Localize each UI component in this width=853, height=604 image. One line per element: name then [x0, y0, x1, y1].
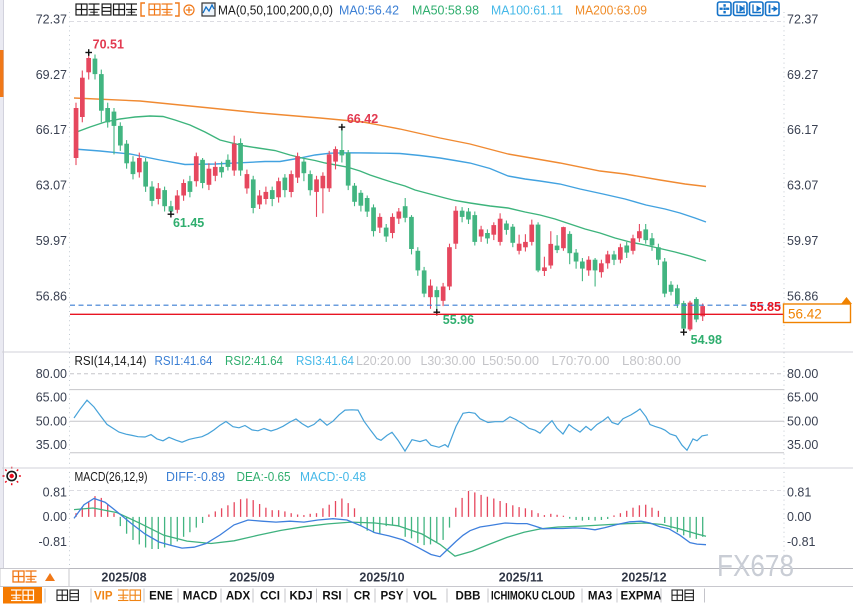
svg-text:CCI: CCI [260, 591, 280, 603]
svg-text:70.51: 70.51 [93, 38, 124, 52]
svg-text:VOL: VOL [413, 591, 437, 603]
svg-text:0.81: 0.81 [787, 485, 811, 499]
svg-text:59.97: 59.97 [36, 234, 67, 248]
svg-text:56.86: 56.86 [787, 289, 818, 303]
svg-text:56.86: 56.86 [36, 289, 67, 303]
svg-text:FX678: FX678 [717, 548, 794, 583]
svg-text:59.97: 59.97 [787, 234, 818, 248]
svg-text:35.00: 35.00 [787, 438, 818, 452]
svg-text:55.85: 55.85 [750, 300, 781, 314]
svg-text:63.07: 63.07 [787, 179, 818, 193]
svg-text:54.98: 54.98 [691, 333, 722, 347]
svg-text:EXPMA: EXPMA [621, 591, 662, 603]
svg-text:56.42: 56.42 [788, 307, 822, 322]
svg-text:L50:50.00: L50:50.00 [482, 354, 539, 368]
svg-text:VIP: VIP [94, 591, 113, 603]
svg-text:MA200:63.09: MA200:63.09 [575, 4, 647, 18]
svg-text:ENE: ENE [149, 591, 173, 603]
svg-text:0.00: 0.00 [43, 510, 67, 524]
svg-text:2025/09: 2025/09 [229, 571, 274, 585]
svg-text:72.37: 72.37 [36, 12, 67, 26]
svg-text:63.07: 63.07 [36, 179, 67, 193]
svg-text:L70:70.00: L70:70.00 [552, 354, 610, 368]
svg-text:MA100:61.11: MA100:61.11 [491, 4, 563, 18]
svg-text:65.00: 65.00 [787, 391, 818, 405]
svg-text:50.00: 50.00 [787, 414, 818, 428]
svg-text:65.00: 65.00 [36, 391, 67, 405]
svg-text:L20:20.00: L20:20.00 [356, 354, 411, 368]
svg-text:66.17: 66.17 [787, 123, 818, 137]
svg-text:35.00: 35.00 [36, 438, 67, 452]
svg-text:ADX: ADX [226, 591, 251, 603]
svg-text:80.00: 80.00 [787, 367, 818, 381]
svg-text:80.00: 80.00 [36, 367, 67, 381]
svg-text:MA(0,50,100,200,0,0): MA(0,50,100,200,0,0) [218, 4, 333, 18]
svg-text:MACD:-0.48: MACD:-0.48 [300, 470, 366, 484]
svg-text:RSI3:41.64: RSI3:41.64 [296, 354, 354, 368]
svg-text:72.37: 72.37 [787, 12, 818, 26]
svg-text:-0.81: -0.81 [39, 535, 68, 549]
svg-text:2025/10: 2025/10 [359, 571, 404, 585]
svg-text:2025/11: 2025/11 [499, 571, 544, 585]
svg-text:MA50:58.98: MA50:58.98 [412, 4, 479, 18]
svg-text:RSI1:41.64: RSI1:41.64 [155, 354, 213, 368]
svg-text:L30:30.00: L30:30.00 [421, 354, 476, 368]
svg-text:0.00: 0.00 [787, 510, 811, 524]
svg-text:L80:80.00: L80:80.00 [622, 354, 681, 368]
svg-text:2025/12: 2025/12 [621, 571, 666, 585]
svg-text:-0.81: -0.81 [787, 535, 816, 549]
svg-text:66.17: 66.17 [36, 123, 67, 137]
svg-text:50.00: 50.00 [36, 414, 67, 428]
svg-text:KDJ: KDJ [289, 591, 312, 603]
svg-text:69.27: 69.27 [787, 68, 818, 82]
svg-text:MA0:56.42: MA0:56.42 [339, 4, 399, 18]
svg-text:2025/08: 2025/08 [101, 571, 146, 585]
svg-text:CR: CR [354, 591, 371, 603]
svg-text:MACD: MACD [183, 591, 218, 603]
svg-text:DBB: DBB [456, 591, 481, 603]
svg-text:DEA:-0.65: DEA:-0.65 [237, 470, 291, 484]
svg-text:RSI(14,14,14): RSI(14,14,14) [75, 354, 147, 368]
svg-text:RSI: RSI [322, 591, 341, 603]
svg-text:MACD(26,12,9): MACD(26,12,9) [75, 470, 148, 484]
svg-text:0.81: 0.81 [43, 485, 67, 499]
svg-text:69.27: 69.27 [36, 68, 67, 82]
svg-text:55.96: 55.96 [443, 313, 474, 327]
svg-text:66.42: 66.42 [347, 112, 378, 126]
svg-text:MA3: MA3 [588, 591, 612, 603]
svg-text:61.45: 61.45 [173, 216, 204, 230]
svg-text:DIFF:-0.89: DIFF:-0.89 [166, 470, 225, 484]
svg-text:RSI2:41.64: RSI2:41.64 [225, 354, 283, 368]
svg-text:PSY: PSY [380, 591, 403, 603]
svg-text:ICHIMOKU CLOUD: ICHIMOKU CLOUD [491, 591, 575, 603]
